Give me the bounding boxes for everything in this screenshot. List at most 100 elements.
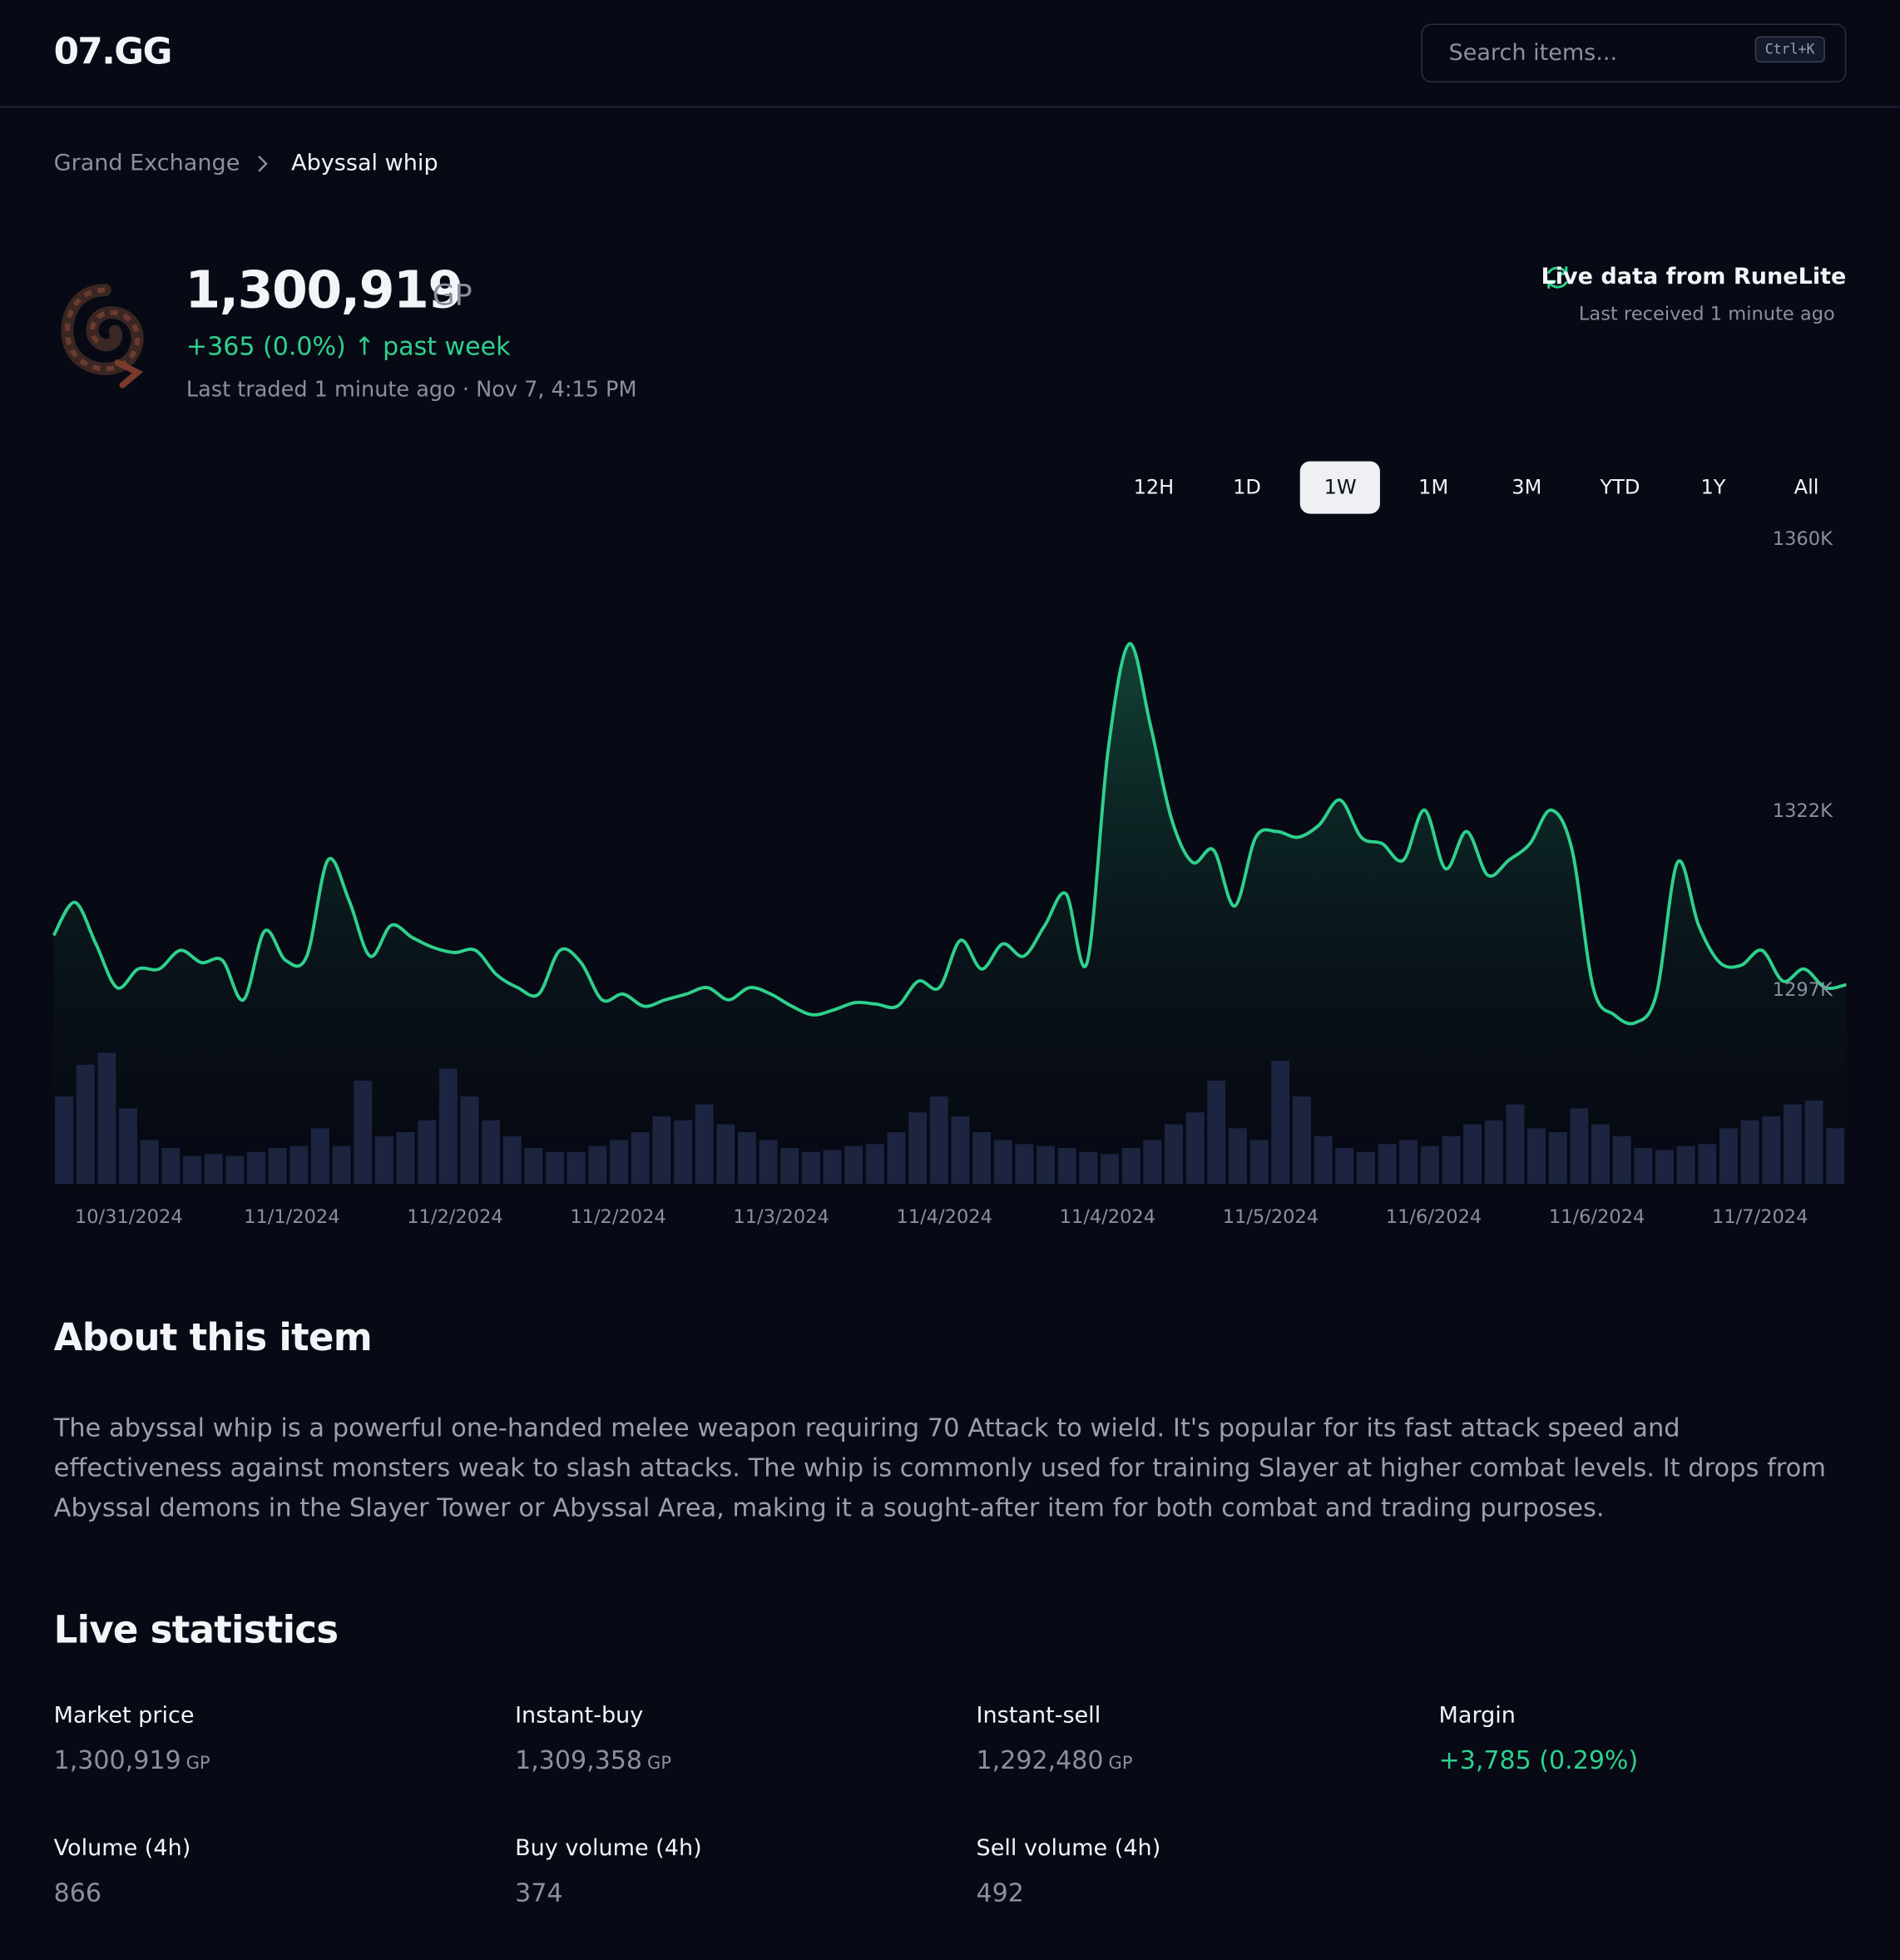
volume-bar xyxy=(76,1064,95,1184)
volume-bar xyxy=(1378,1144,1397,1184)
volume-bar xyxy=(289,1146,309,1184)
stat-label: Market price xyxy=(53,1702,195,1730)
volume-bar xyxy=(1249,1140,1269,1184)
price-unit: GP xyxy=(432,280,473,313)
y-tick-label: 1360K xyxy=(1773,528,1833,550)
x-tick-label: 11/6/2024 xyxy=(1549,1206,1645,1228)
x-tick-label: 11/7/2024 xyxy=(1712,1206,1808,1228)
volume-bar xyxy=(1676,1146,1695,1184)
live-title: Live data from RuneLite xyxy=(1541,264,1847,290)
volume-bar xyxy=(695,1104,714,1184)
about-text: The abyssal whip is a powerful one-hande… xyxy=(53,1412,1827,1523)
volume-bar xyxy=(354,1080,373,1184)
x-tick-label: 11/1/2024 xyxy=(244,1206,339,1228)
volume-bar xyxy=(1634,1148,1653,1184)
volume-bar xyxy=(502,1136,522,1184)
stat-value: 492 xyxy=(976,1877,1024,1908)
volume-bar xyxy=(1740,1120,1759,1184)
breadcrumb-link[interactable]: Grand Exchange xyxy=(53,150,240,176)
volume-bar xyxy=(225,1156,245,1184)
range-button[interactable]: 1D xyxy=(1233,474,1261,499)
volume-bar xyxy=(1591,1124,1610,1184)
volume-bar xyxy=(55,1096,74,1184)
volume-bar xyxy=(438,1068,458,1184)
volume-bar xyxy=(844,1146,863,1184)
volume-bar xyxy=(1079,1151,1098,1184)
header-divider xyxy=(0,106,1900,108)
volume-bar xyxy=(524,1148,543,1184)
volume-bar xyxy=(1804,1100,1823,1184)
volume-bar xyxy=(1826,1128,1845,1184)
range-button[interactable]: 12H xyxy=(1133,474,1175,499)
volume-bar xyxy=(1698,1144,1717,1184)
volume-bar xyxy=(716,1124,735,1184)
volume-bar xyxy=(1548,1131,1567,1184)
price-line xyxy=(52,642,1847,1026)
volume-bar xyxy=(97,1052,116,1184)
volume-bar xyxy=(246,1151,265,1184)
volume-bar xyxy=(1165,1124,1183,1184)
logo[interactable]: 07.GG xyxy=(53,30,173,73)
stat-number: 1,300,919 xyxy=(53,1745,181,1775)
volume-bar xyxy=(1335,1148,1354,1184)
stat-label: Sell volume (4h) xyxy=(976,1834,1161,1862)
range-button[interactable]: YTD xyxy=(1600,474,1640,499)
volume-bar xyxy=(1506,1104,1525,1184)
range-button[interactable]: 1W xyxy=(1300,461,1381,514)
range-button[interactable]: 1M xyxy=(1418,474,1449,499)
stat-unit: GP xyxy=(186,1754,210,1774)
live-icon xyxy=(1547,266,1568,290)
volume-bar xyxy=(1442,1136,1461,1184)
stat-value: 1,300,919 GP xyxy=(54,1745,210,1775)
x-tick-label: 11/3/2024 xyxy=(733,1206,829,1228)
stat-unit: GP xyxy=(647,1754,672,1774)
volume-bar xyxy=(993,1140,1012,1184)
volume-bar xyxy=(1420,1146,1439,1184)
volume-bar xyxy=(1228,1128,1247,1184)
price-change: +365 (0.0%) ↑ past week xyxy=(186,331,511,362)
volume-bar xyxy=(396,1131,415,1184)
volume-bar xyxy=(652,1116,671,1184)
x-tick-label: 10/31/2024 xyxy=(75,1206,183,1228)
volume-bar xyxy=(1783,1104,1802,1184)
volume-bar xyxy=(887,1131,906,1184)
volume-bar xyxy=(610,1140,628,1184)
volume-bar xyxy=(1463,1124,1482,1184)
range-button[interactable]: 3M xyxy=(1512,474,1542,499)
volume-bar xyxy=(1121,1148,1140,1184)
x-tick-label: 11/6/2024 xyxy=(1386,1206,1482,1228)
breadcrumb-current: Abyssal whip xyxy=(291,150,438,176)
section-heading: Live statistics xyxy=(53,1608,339,1653)
breadcrumb-chevron xyxy=(258,155,268,172)
last-traded: Last traded 1 minute ago · Nov 7, 4:15 P… xyxy=(186,377,637,403)
volume-bar xyxy=(929,1096,948,1184)
volume-bar xyxy=(865,1144,884,1184)
volume-bar xyxy=(1271,1061,1290,1184)
volume-bar xyxy=(268,1148,287,1184)
volume-bar xyxy=(1612,1136,1631,1184)
volume-bar xyxy=(482,1120,501,1184)
volume-bar xyxy=(1314,1136,1333,1184)
search-box[interactable]: Search items... Ctrl+K xyxy=(1421,23,1847,83)
volume-bar xyxy=(332,1146,351,1184)
volume-bar xyxy=(1143,1140,1162,1184)
x-tick-label: 11/2/2024 xyxy=(570,1206,665,1228)
volume-bar xyxy=(1185,1112,1205,1184)
range-button[interactable]: 1Y xyxy=(1700,474,1726,499)
stat-label: Buy volume (4h) xyxy=(515,1834,702,1862)
x-tick-label: 11/4/2024 xyxy=(897,1206,992,1228)
stat-value: 1,309,358 GP xyxy=(515,1745,671,1775)
item-icon xyxy=(61,284,144,389)
shortcut-hint: Ctrl+K xyxy=(1754,36,1825,63)
stat-unit: GP xyxy=(1108,1754,1133,1774)
volume-bar xyxy=(1762,1116,1781,1184)
volume-bar xyxy=(460,1096,479,1184)
range-button[interactable]: All xyxy=(1794,474,1819,499)
item-price: 1,300,919 xyxy=(185,260,463,320)
stat-value: 1,292,480 GP xyxy=(977,1745,1133,1775)
volume-bar xyxy=(1484,1120,1503,1184)
volume-bar xyxy=(972,1131,992,1184)
volume-bar xyxy=(1527,1128,1546,1184)
volume-bar xyxy=(1207,1080,1226,1184)
